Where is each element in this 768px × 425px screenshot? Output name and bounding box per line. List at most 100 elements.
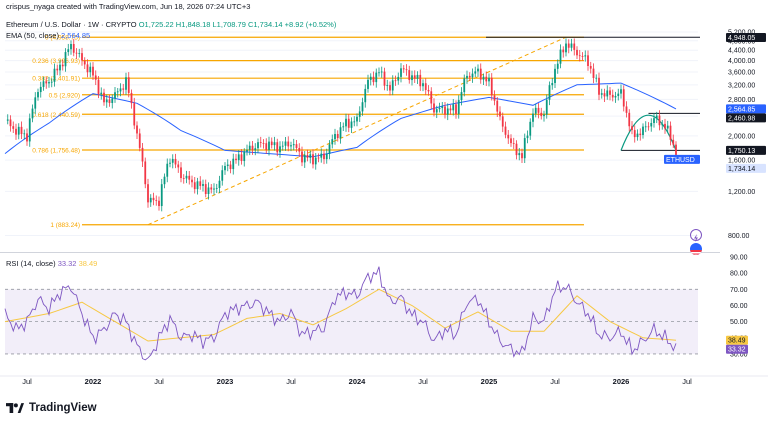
candle — [202, 179, 204, 192]
candle — [488, 73, 490, 87]
candle — [334, 128, 336, 145]
candle-body — [672, 139, 675, 145]
candle — [136, 121, 138, 140]
candle — [188, 171, 191, 185]
candle-body — [380, 71, 383, 73]
rsi-tick-label: 80.00 — [730, 271, 748, 278]
candle-body — [446, 108, 449, 115]
candle — [485, 71, 488, 86]
candle-body — [133, 103, 136, 126]
candle-body — [529, 121, 532, 136]
candle-body — [419, 74, 422, 87]
candle-body — [312, 154, 314, 165]
candle — [479, 63, 482, 84]
candle-body — [114, 92, 116, 99]
candle — [160, 178, 163, 212]
candle — [265, 138, 268, 154]
rsi-tick-label: 90.00 — [730, 255, 748, 262]
candle-body — [221, 170, 224, 181]
candle-body — [331, 139, 334, 145]
candle — [468, 72, 471, 81]
candle — [224, 162, 226, 175]
candle-body — [521, 153, 523, 159]
candle — [72, 38, 75, 57]
ema-label[interactable]: EMA (50, close) — [6, 31, 59, 40]
price-label-text: 1,734.14 — [728, 166, 755, 173]
fib-level-label: 0.618 (2,440.59) — [32, 112, 80, 119]
candle-body — [606, 90, 609, 97]
candle — [273, 136, 276, 151]
candle-body — [334, 133, 336, 140]
candle — [174, 153, 177, 169]
candle — [383, 67, 386, 91]
candle — [397, 72, 400, 85]
rsi-label[interactable]: RSI (14, close) — [6, 259, 56, 268]
candle-body — [199, 181, 202, 186]
candle — [391, 75, 394, 96]
candle-body — [394, 80, 397, 82]
candle-body — [268, 141, 270, 150]
candle-body — [325, 153, 328, 160]
candle-body — [97, 79, 100, 95]
candle — [97, 76, 100, 99]
candle-body — [262, 143, 265, 144]
candle — [320, 148, 323, 163]
candle — [309, 150, 312, 164]
candle-body — [174, 158, 177, 165]
candle-body — [191, 179, 193, 183]
candle-body — [89, 66, 92, 73]
candle-body — [185, 175, 188, 179]
candle — [254, 143, 257, 156]
fib-level-label: 0.5 (2,920) — [49, 92, 80, 99]
candle — [20, 121, 23, 139]
candle-body — [336, 133, 339, 139]
candle — [144, 157, 147, 189]
candle-body — [108, 99, 111, 104]
candle — [215, 183, 218, 194]
candle — [559, 44, 562, 69]
candle — [279, 141, 281, 158]
candle-body — [581, 56, 584, 57]
candle-body — [573, 43, 576, 50]
time-tick-label: Jul — [682, 377, 692, 386]
candle — [576, 46, 578, 60]
candle — [345, 113, 347, 132]
candle-body — [460, 92, 463, 101]
candle-body — [452, 104, 455, 111]
lightning-icon[interactable] — [690, 229, 702, 242]
candle — [496, 97, 499, 117]
rsi-tick-label: 60.00 — [730, 303, 748, 310]
candle-body — [471, 73, 474, 78]
candle — [12, 121, 15, 133]
candle-body — [650, 122, 653, 127]
candle — [127, 72, 130, 98]
candle — [603, 88, 606, 102]
candle — [130, 89, 133, 109]
symbol-name[interactable]: Ethereum / U.S. Dollar · 1W · CRYPTO — [6, 20, 137, 29]
candle-body — [243, 151, 246, 162]
candle — [562, 46, 565, 58]
candle — [521, 148, 523, 164]
candle — [567, 39, 570, 54]
candle — [103, 88, 105, 106]
rsi-value-text: 38.49 — [728, 338, 746, 345]
candle-body — [64, 52, 67, 67]
pane-separator[interactable] — [0, 252, 720, 253]
candle — [672, 134, 675, 148]
time-tick-label: Jul — [286, 377, 296, 386]
candle-body — [479, 68, 482, 80]
candle — [226, 159, 229, 172]
price-tick-label: 2,000.00 — [728, 133, 755, 140]
price-tick-label: 2,800.00 — [728, 97, 755, 104]
tradingview-logo[interactable]: TradingView — [6, 402, 97, 414]
price-label-text: 1,750.13 — [728, 148, 755, 155]
candle-body — [61, 64, 64, 67]
candle-body — [567, 43, 570, 48]
candle — [48, 76, 50, 88]
candle — [243, 148, 246, 167]
candle — [182, 174, 185, 184]
candle — [625, 101, 628, 118]
candle-body — [595, 77, 598, 79]
candle-body — [224, 165, 226, 171]
candle — [6, 114, 9, 125]
